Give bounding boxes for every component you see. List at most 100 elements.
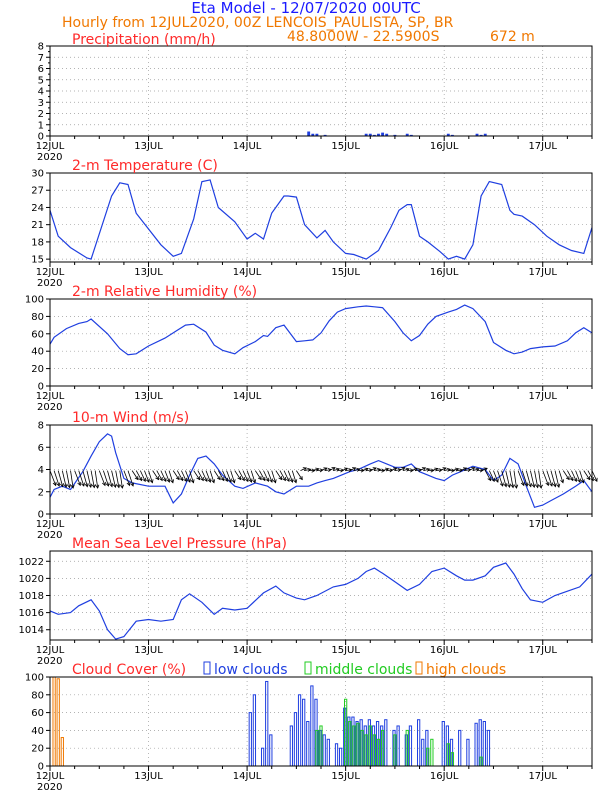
x-day-label: 17JUL: [528, 141, 557, 152]
y-tick-label: 6: [38, 443, 44, 454]
series-line: [49, 304, 593, 356]
wind-arrow: [279, 470, 286, 481]
wind-arrow: [189, 470, 194, 483]
x-day-label: 17JUL: [528, 645, 557, 656]
y-tick-label: 5: [38, 75, 44, 86]
wind-arrow: [419, 467, 426, 471]
wind-arrow: [283, 470, 290, 482]
precip-bar: [405, 133, 409, 136]
wind-arrow-head: [70, 484, 75, 489]
wind-arrow: [152, 470, 159, 480]
precip-bar: [385, 133, 389, 136]
series-line: [49, 433, 593, 509]
x-day-label: 16JUL: [430, 141, 459, 152]
y-tick-label: 4: [38, 87, 44, 98]
wind-arrow: [107, 470, 113, 487]
wind-arrow: [115, 470, 120, 488]
wind-arrow-head: [593, 477, 598, 483]
wind-arrow: [579, 470, 584, 483]
panel-pressure: 1014 1016 1018 1020 1022 12JUL 13JUL 14JUL 15JUL…: [19, 536, 593, 667]
wind-arrow: [193, 470, 200, 480]
wind-arrow: [300, 467, 307, 471]
wind-arrow: [259, 470, 266, 481]
panel-humidity: 0 20 40 60 80 100 12JUL 13JUL 14JUL 15JUL 16JUL 17J…: [25, 284, 593, 413]
y-tick-label: 60: [31, 708, 44, 719]
wind-arrow-head: [442, 467, 447, 471]
precip-bar: [372, 134, 376, 136]
wind-arrow: [144, 470, 150, 483]
x-day-label: 16JUL: [430, 391, 459, 402]
y-tick-label: 40: [31, 726, 44, 737]
precip-bar: [364, 133, 368, 136]
wind-arrow: [86, 470, 92, 488]
y-tick-label: 100: [25, 295, 44, 306]
panel-title: Cloud Cover (%): [72, 662, 186, 678]
y-tick-label: 1: [38, 120, 44, 131]
y-tick-label: 1022: [19, 557, 44, 568]
wind-arrow: [341, 467, 348, 471]
wind-arrow-head: [220, 477, 225, 482]
wind-arrow: [263, 470, 269, 482]
wind-arrow: [119, 470, 123, 489]
wind-arrow: [131, 470, 139, 480]
wind-arrow: [176, 470, 184, 481]
wind-arrow: [480, 467, 488, 471]
wind-arrow: [468, 467, 475, 471]
x-day-label: 14JUL: [233, 519, 262, 530]
wind-arrow-head: [560, 479, 565, 484]
wind-arrow-head: [573, 477, 578, 483]
wind-arrow-head: [81, 482, 85, 487]
legend-label: middle clouds: [315, 662, 412, 678]
wind-arrow-head: [224, 477, 228, 483]
y-tick-label: 18: [31, 237, 44, 248]
wind-arrow-head: [269, 478, 273, 483]
cloud-bar-low-clouds: [466, 738, 470, 767]
precip-bar: [315, 133, 319, 136]
wind-arrow-head: [393, 467, 398, 472]
wind-arrow: [513, 470, 517, 489]
x-day-label: 12JUL: [36, 267, 65, 278]
y-tick-label: 15: [31, 255, 44, 266]
wind-arrow: [501, 470, 507, 487]
wind-arrow-head: [289, 478, 294, 483]
wind-arrow-head: [130, 482, 135, 487]
wind-arrow-head: [580, 479, 585, 484]
wind-arrow-head: [244, 477, 249, 483]
wind-arrow-head: [549, 482, 553, 487]
wind-arrow-head: [109, 483, 114, 488]
cloud-bar-high-clouds: [60, 737, 64, 767]
x-year-label: 2020: [37, 530, 62, 541]
wind-arrow-head: [421, 467, 427, 471]
wind-arrow-head: [514, 484, 519, 489]
x-day-label: 12JUL: [36, 645, 65, 656]
wind-arrow: [591, 470, 598, 482]
wind-arrow: [94, 470, 99, 489]
wind-arrow: [488, 470, 495, 482]
cloud-bar-low-clouds: [269, 734, 273, 767]
wind-arrow-head: [207, 478, 212, 483]
cloud-bar-low-clouds: [334, 743, 339, 767]
cloud-bar-low-clouds: [248, 712, 252, 767]
wind-arrow: [517, 470, 525, 486]
wind-arrow-head: [119, 484, 124, 489]
wind-arrow: [61, 470, 67, 488]
wind-arrow: [217, 470, 225, 481]
wind-arrow-head: [183, 477, 187, 483]
cloud-bar-high-clouds: [52, 676, 56, 767]
x-year-label: 2020: [37, 278, 62, 289]
y-tick-label: 24: [31, 203, 44, 214]
wind-arrow-head: [520, 481, 525, 487]
wind-arrow-head: [155, 476, 160, 481]
wind-arrow: [554, 470, 560, 488]
wind-arrow: [213, 470, 221, 480]
x-day-label: 14JUL: [233, 267, 262, 278]
wind-arrow: [530, 470, 535, 488]
legend-swatch: [415, 661, 423, 675]
cloud-bar-low-clouds: [396, 725, 400, 767]
wind-arrow-head: [145, 478, 150, 483]
wind-arrow-head: [142, 477, 146, 483]
precip-bar: [377, 133, 380, 136]
series-line: [49, 179, 593, 260]
wind-arrow: [382, 468, 389, 471]
